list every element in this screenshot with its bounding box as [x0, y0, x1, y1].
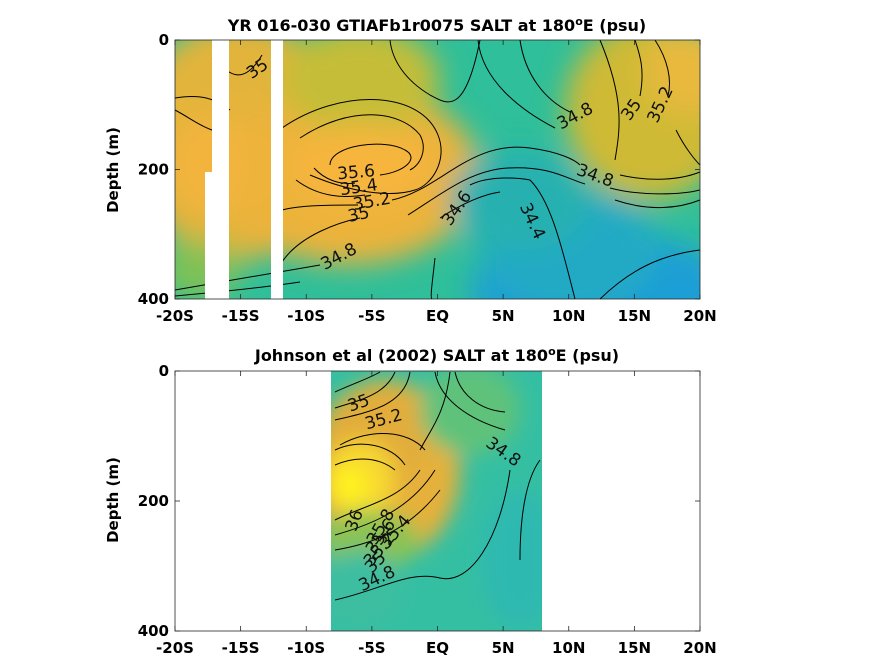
top-y-axis-label: Depth (m)	[104, 127, 122, 213]
x-tick-label: -5S	[358, 307, 385, 325]
missing-data-column	[271, 40, 283, 300]
y-tick-label: 200	[138, 161, 169, 179]
x-tick-label: EQ	[426, 307, 449, 325]
bottom-x-axis: -20S -15S -10S -5S EQ 5N 10N 15N 20N	[156, 371, 717, 656]
top-salinity-panel: YR 016-030 GTIAFb1r0075 SALT at 180oE (p…	[104, 15, 717, 325]
x-tick-label: 15N	[618, 639, 651, 656]
x-tick-label: 10N	[552, 307, 585, 325]
x-tick-label: 15N	[618, 307, 651, 325]
y-tick-label: 400	[138, 290, 169, 308]
bottom-panel-title: Johnson et al (2002) SALT at 180oE (psu)	[254, 345, 619, 365]
x-tick-label: -5S	[358, 639, 385, 656]
y-tick-label: 200	[138, 492, 169, 510]
x-tick-label: 20N	[683, 639, 716, 656]
x-tick-label: 20N	[683, 307, 716, 325]
top-missing-data-columns	[205, 40, 283, 300]
x-tick-label: 10N	[552, 639, 585, 656]
bottom-contour-lines	[334, 371, 541, 601]
top-y-axis: 0 200 400	[138, 31, 700, 308]
x-tick-label: -15S	[222, 307, 260, 325]
y-tick-label: 0	[159, 31, 169, 49]
x-tick-label: -15S	[222, 639, 260, 656]
top-x-axis: -20S -15S -10S -5S EQ 5N 10N 15N 20N	[156, 40, 717, 325]
x-tick-label: 5N	[492, 307, 515, 325]
y-tick-label: 0	[159, 362, 169, 380]
top-panel-title: YR 016-030 GTIAFb1r0075 SALT at 180oE (p…	[227, 15, 647, 35]
x-tick-label: -20S	[156, 639, 194, 656]
top-contour-lines	[174, 39, 701, 300]
bottom-salinity-panel: Johnson et al (2002) SALT at 180oE (psu)	[104, 345, 717, 656]
contour-label: 35	[346, 203, 371, 227]
x-tick-label: -20S	[156, 307, 194, 325]
bottom-salinity-field	[331, 371, 542, 631]
y-tick-label: 400	[138, 622, 169, 640]
x-tick-label: -10S	[287, 639, 325, 656]
x-tick-label: 5N	[492, 639, 515, 656]
x-tick-label: EQ	[426, 639, 449, 656]
bottom-y-axis-label: Depth (m)	[104, 457, 122, 543]
missing-data-column	[205, 172, 215, 300]
missing-data-column	[212, 40, 229, 300]
x-tick-label: -10S	[287, 307, 325, 325]
bottom-y-axis: 0 200 400	[138, 362, 700, 640]
contour-label: 35.6	[336, 161, 375, 184]
